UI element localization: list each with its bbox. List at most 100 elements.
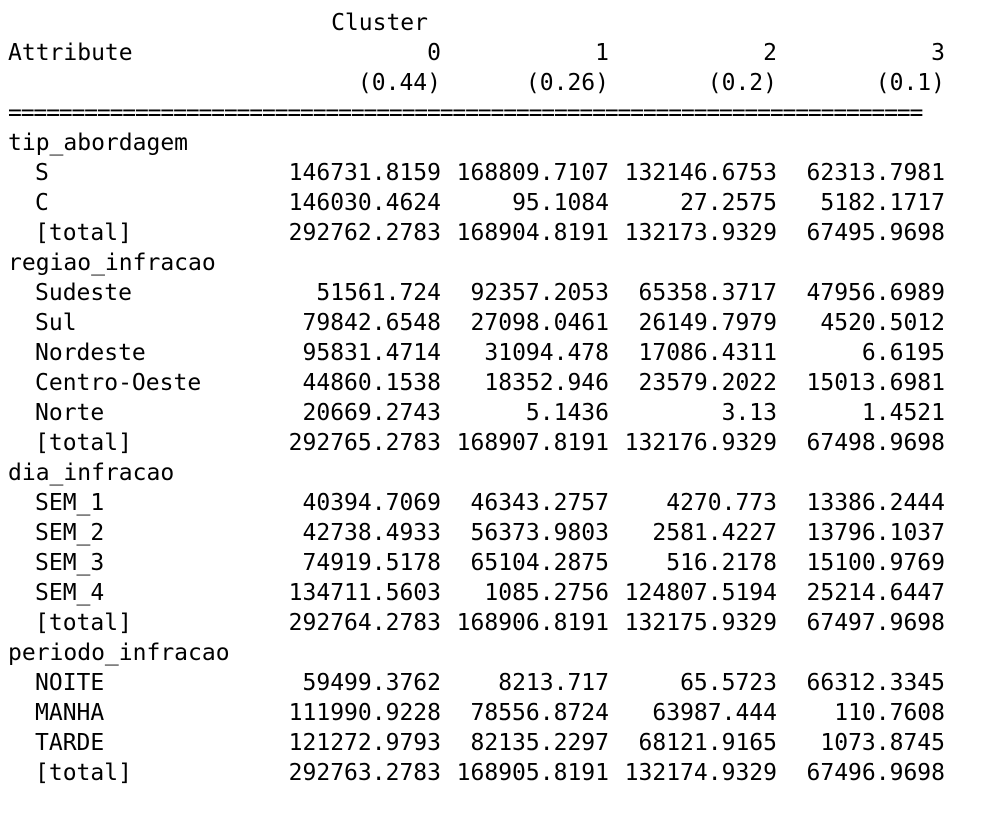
header-id-row: Attribute 0 1 2 3 xyxy=(8,38,1000,68)
table-row: NOITE 59499.3762 8213.717 65.5723 66312.3345 xyxy=(8,668,1000,698)
cluster-2-value: 2581.4227 xyxy=(652,520,777,546)
attribute-name: tip_abordagem xyxy=(8,130,189,156)
cluster-2-value: 132175.9329 xyxy=(624,610,777,636)
cluster-1-value: 168907.8191 xyxy=(456,430,609,456)
cluster-2-value: 68121.9165 xyxy=(638,730,777,756)
cluster-2-value: 23579.2022 xyxy=(638,370,777,396)
value-label: C xyxy=(35,190,49,216)
value-label: Sudeste xyxy=(35,280,132,306)
value-label: S xyxy=(35,160,49,186)
table-row: TARDE 121272.9793 82135.2297 68121.9165 1073… xyxy=(8,728,1000,758)
cluster-size-3: (0.1) xyxy=(875,70,945,96)
cluster-3-value: 67496.9698 xyxy=(806,760,945,786)
table-row: Sudeste 51561.724 92357.2053 65358.3717 4795… xyxy=(8,278,1000,308)
table-row: [total] 292763.2783 168905.8191 132174.9329… xyxy=(8,758,1000,788)
attribute-name: regiao_infracao xyxy=(8,250,216,276)
cluster-3-value: 5182.1717 xyxy=(820,190,945,216)
cluster-0-value: 292764.2783 xyxy=(288,610,441,636)
cluster-2-value: 124807.5194 xyxy=(624,580,777,606)
cluster-1-value: 65104.2875 xyxy=(470,550,609,576)
cluster-3-value: 6.6195 xyxy=(861,340,945,366)
table-row: Centro-Oeste 44860.1538 18352.946 23579.202… xyxy=(8,368,1000,398)
cluster-1-value: 95.1084 xyxy=(512,190,609,216)
cluster-2-value: 132174.9329 xyxy=(624,760,777,786)
cluster-0-value: 111990.9228 xyxy=(288,700,441,726)
cluster-2-value: 132146.6753 xyxy=(624,160,777,186)
cluster-0-value: 20669.2743 xyxy=(302,400,441,426)
table-row: C 146030.4624 95.1084 27.2575 5182.1717 xyxy=(8,188,1000,218)
cluster-3-value: 15100.9769 xyxy=(806,550,945,576)
value-label: SEM_1 xyxy=(35,490,105,516)
cluster-1-value: 168809.7107 xyxy=(456,160,609,186)
cluster-0-value: 134711.5603 xyxy=(288,580,441,606)
cluster-3-value: 1.4521 xyxy=(861,400,945,426)
cluster-size-2: (0.2) xyxy=(707,70,777,96)
value-label: Sul xyxy=(35,310,77,336)
cluster-1-value: 31094.478 xyxy=(484,340,609,366)
value-label: Norte xyxy=(35,400,105,426)
cluster-0-value: 40394.7069 xyxy=(302,490,441,516)
cluster-3-value: 62313.7981 xyxy=(806,160,945,186)
cluster-1-value: 82135.2297 xyxy=(470,730,609,756)
table-row: [total] 292765.2783 168907.8191 132176.9329… xyxy=(8,428,1000,458)
cluster-1-value: 168904.8191 xyxy=(456,220,609,246)
header-cluster-row: Cluster xyxy=(8,8,1000,38)
cluster-1-value: 78556.8724 xyxy=(470,700,609,726)
cluster-0-value: 79842.6548 xyxy=(302,310,441,336)
value-label: Centro-Oeste xyxy=(35,370,202,396)
table-row: S 146731.8159 168809.7107 132146.6753 62313.… xyxy=(8,158,1000,188)
attribute-row: tip_abordagem xyxy=(8,128,1000,158)
cluster-2-value: 65358.3717 xyxy=(638,280,777,306)
value-label: Nordeste xyxy=(35,340,146,366)
value-label: [total] xyxy=(35,610,132,636)
cluster-2-value: 65.5723 xyxy=(680,670,777,696)
cluster-3-value: 47956.6989 xyxy=(806,280,945,306)
table-row: Nordeste 95831.4714 31094.478 17086.4311 6.6… xyxy=(8,338,1000,368)
value-label: MANHA xyxy=(35,700,105,726)
cluster-3-value: 66312.3345 xyxy=(806,670,945,696)
cluster-2-value: 132173.9329 xyxy=(624,220,777,246)
attribute-name: periodo_infracao xyxy=(8,640,230,666)
table-row: SEM_1 40394.7069 46343.2757 4270.773 13386.2… xyxy=(8,488,1000,518)
table-row: [total] 292764.2783 168906.8191 132175.9329… xyxy=(8,608,1000,638)
cluster-0-value: 146731.8159 xyxy=(288,160,441,186)
cluster-id-1: 1 xyxy=(595,40,609,66)
value-label: SEM_3 xyxy=(35,550,105,576)
attribute-row: periodo_infracao xyxy=(8,638,1000,668)
attribute-row: regiao_infracao xyxy=(8,248,1000,278)
cluster-1-value: 46343.2757 xyxy=(470,490,609,516)
cluster-3-value: 13386.2444 xyxy=(806,490,945,516)
cluster-0-value: 44860.1538 xyxy=(302,370,441,396)
cluster-centroid-table: Cluster Attribute 0 1 2 3 (0.44) (0.26) … xyxy=(8,8,1000,788)
cluster-1-value: 8213.717 xyxy=(498,670,609,696)
value-label: [total] xyxy=(35,760,132,786)
cluster-3-value: 15013.6981 xyxy=(806,370,945,396)
cluster-1-value: 168906.8191 xyxy=(456,610,609,636)
value-label: [total] xyxy=(35,430,132,456)
cluster-2-value: 26149.7979 xyxy=(638,310,777,336)
value-label: SEM_2 xyxy=(35,520,105,546)
cluster-1-value: 18352.946 xyxy=(484,370,609,396)
table-body: tip_abordagem S 146731.8159 168809.7107 1321… xyxy=(8,128,1000,788)
value-label: SEM_4 xyxy=(35,580,105,606)
cluster-0-value: 74919.5178 xyxy=(302,550,441,576)
cluster-1-value: 27098.0461 xyxy=(470,310,609,336)
cluster-3-value: 25214.6447 xyxy=(806,580,945,606)
cluster-0-value: 95831.4714 xyxy=(302,340,441,366)
header-size-row: (0.44) (0.26) (0.2) (0.1) xyxy=(8,68,1000,98)
cluster-size-0: (0.44) xyxy=(357,70,441,96)
attribute-name: dia_infracao xyxy=(8,460,175,486)
cluster-0-value: 51561.724 xyxy=(316,280,441,306)
cluster-0-value: 59499.3762 xyxy=(302,670,441,696)
cluster-3-value: 4520.5012 xyxy=(820,310,945,336)
cluster-2-value: 27.2575 xyxy=(680,190,777,216)
cluster-0-value: 292762.2783 xyxy=(288,220,441,246)
cluster-3-value: 13796.1037 xyxy=(806,520,945,546)
cluster-1-value: 56373.9803 xyxy=(470,520,609,546)
table-row: SEM_3 74919.5178 65104.2875 516.2178 15100.9… xyxy=(8,548,1000,578)
table-row: MANHA 111990.9228 78556.8724 63987.444 110.7… xyxy=(8,698,1000,728)
cluster-0-value: 42738.4933 xyxy=(302,520,441,546)
attribute-heading: Attribute xyxy=(8,40,133,66)
cluster-id-0: 0 xyxy=(427,40,441,66)
cluster-3-value: 67498.9698 xyxy=(806,430,945,456)
